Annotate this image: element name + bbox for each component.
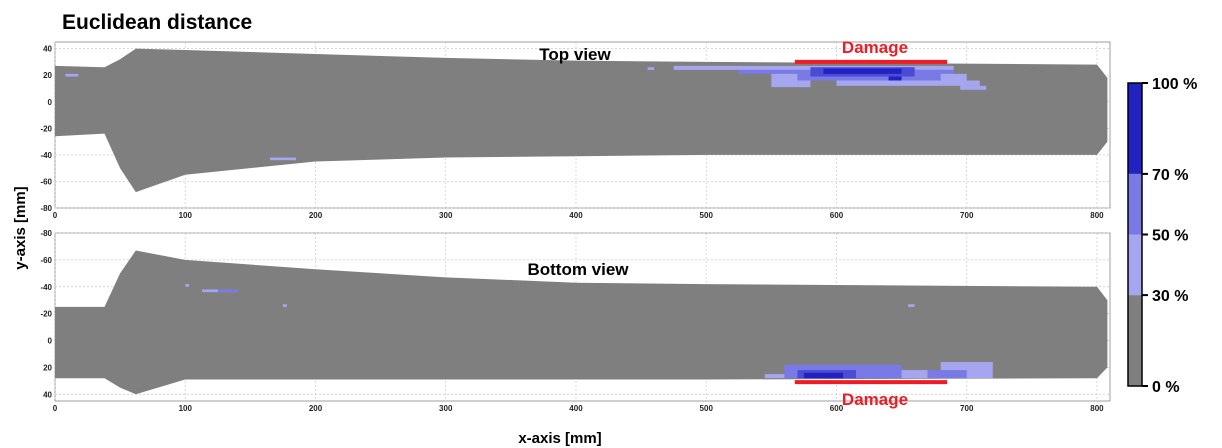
- bottom-y-tick-label: -60: [40, 256, 52, 265]
- top-y-tick-label: 20: [43, 71, 52, 80]
- bottom-y-tick-label: 0: [48, 337, 53, 346]
- colorbar-band: [1128, 173, 1142, 235]
- bottom-y-tick-label: -80: [40, 229, 52, 238]
- top-x-tick-label: 700: [960, 211, 974, 220]
- top-damage-cell: [836, 80, 980, 86]
- top-y-tick-label: -60: [40, 177, 52, 186]
- bottom-damage-label: Damage: [842, 390, 908, 409]
- top-y-tick-label: -40: [40, 151, 52, 160]
- top-damage-cell: [269, 157, 296, 161]
- top-damage-cell: [647, 67, 655, 70]
- colorbar-band: [1128, 295, 1142, 386]
- top-view-subtitle: Top view: [539, 45, 611, 64]
- bottom-x-tick-label: 800: [1090, 404, 1104, 413]
- top-x-tick-label: 800: [1090, 211, 1104, 220]
- top-damage-cell: [888, 76, 902, 81]
- bottom-x-tick-label: 700: [960, 404, 974, 413]
- top-y-tick-label: 0: [48, 98, 53, 107]
- bottom-x-tick-label: 400: [569, 404, 583, 413]
- top-x-tick-label: 0: [53, 211, 58, 220]
- bottom-damage-cell: [908, 304, 915, 307]
- top-x-tick-label: 100: [179, 211, 193, 220]
- top-x-tick-label: 400: [569, 211, 583, 220]
- colorbar-tick-label: 100 %: [1152, 76, 1197, 93]
- bottom-view-panel: 0 100 200 300 400 500 600 700 800 -80 -60 -40 -20 0 20…: [40, 229, 1111, 413]
- bottom-x-tick-label: 500: [700, 404, 714, 413]
- bottom-damage-cell: [185, 284, 190, 287]
- top-damage-cell: [960, 85, 987, 90]
- top-view-panel: 0 100 200 300 400 500 600 700 800 -80 -60 -40 -20 0 20…: [40, 38, 1111, 220]
- bottom-y-tick-label: -20: [40, 310, 52, 319]
- top-x-tick-label: 600: [830, 211, 844, 220]
- bottom-blade-shape: [55, 250, 1108, 395]
- colorbar-band: [1128, 234, 1142, 296]
- colorbar-tick-label: 0 %: [1152, 379, 1180, 396]
- top-y-tick-label: -20: [40, 124, 52, 133]
- bottom-x-tick-label: 600: [830, 404, 844, 413]
- top-damage-cell: [771, 80, 811, 88]
- bottom-view-subtitle: Bottom view: [527, 260, 629, 279]
- bottom-x-tick-label: 0: [53, 404, 58, 413]
- colorbar-tick-label: 50 %: [1152, 228, 1188, 245]
- bottom-x-tick-label: 100: [179, 404, 193, 413]
- top-damage-cell: [823, 68, 902, 74]
- top-y-tick-label: 40: [43, 45, 52, 54]
- top-x-tick-label: 200: [309, 211, 323, 220]
- colorbar-tick-label: 70 %: [1152, 167, 1188, 184]
- x-axis-label: x-axis [mm]: [518, 430, 601, 447]
- colorbar-tick-label: 30 %: [1152, 288, 1188, 305]
- bottom-damage-cell: [803, 372, 843, 379]
- top-x-tick-label: 500: [700, 211, 714, 220]
- bottom-y-tick-label: -40: [40, 283, 52, 292]
- bottom-damage-cell: [282, 304, 287, 307]
- bottom-damage-cell: [217, 289, 238, 293]
- colorbar-band: [1128, 83, 1142, 174]
- bottom-damage-cell: [927, 370, 967, 379]
- y-axis-label: y-axis [mm]: [12, 186, 29, 269]
- top-damage-label: Damage: [842, 38, 908, 57]
- top-y-tick-label: -80: [40, 204, 52, 213]
- bottom-x-tick-label: 200: [309, 404, 323, 413]
- colorbar: 0 % 30 % 50 % 70 % 100 %: [1127, 76, 1197, 396]
- top-damage-cell: [65, 73, 79, 77]
- bottom-y-tick-label: 40: [43, 390, 52, 399]
- top-x-tick-label: 300: [439, 211, 453, 220]
- bottom-y-tick-label: 20: [43, 363, 52, 372]
- bottom-damage-cell: [901, 370, 928, 379]
- figure-title: Euclidean distance: [62, 11, 252, 34]
- bottom-x-tick-label: 300: [439, 404, 453, 413]
